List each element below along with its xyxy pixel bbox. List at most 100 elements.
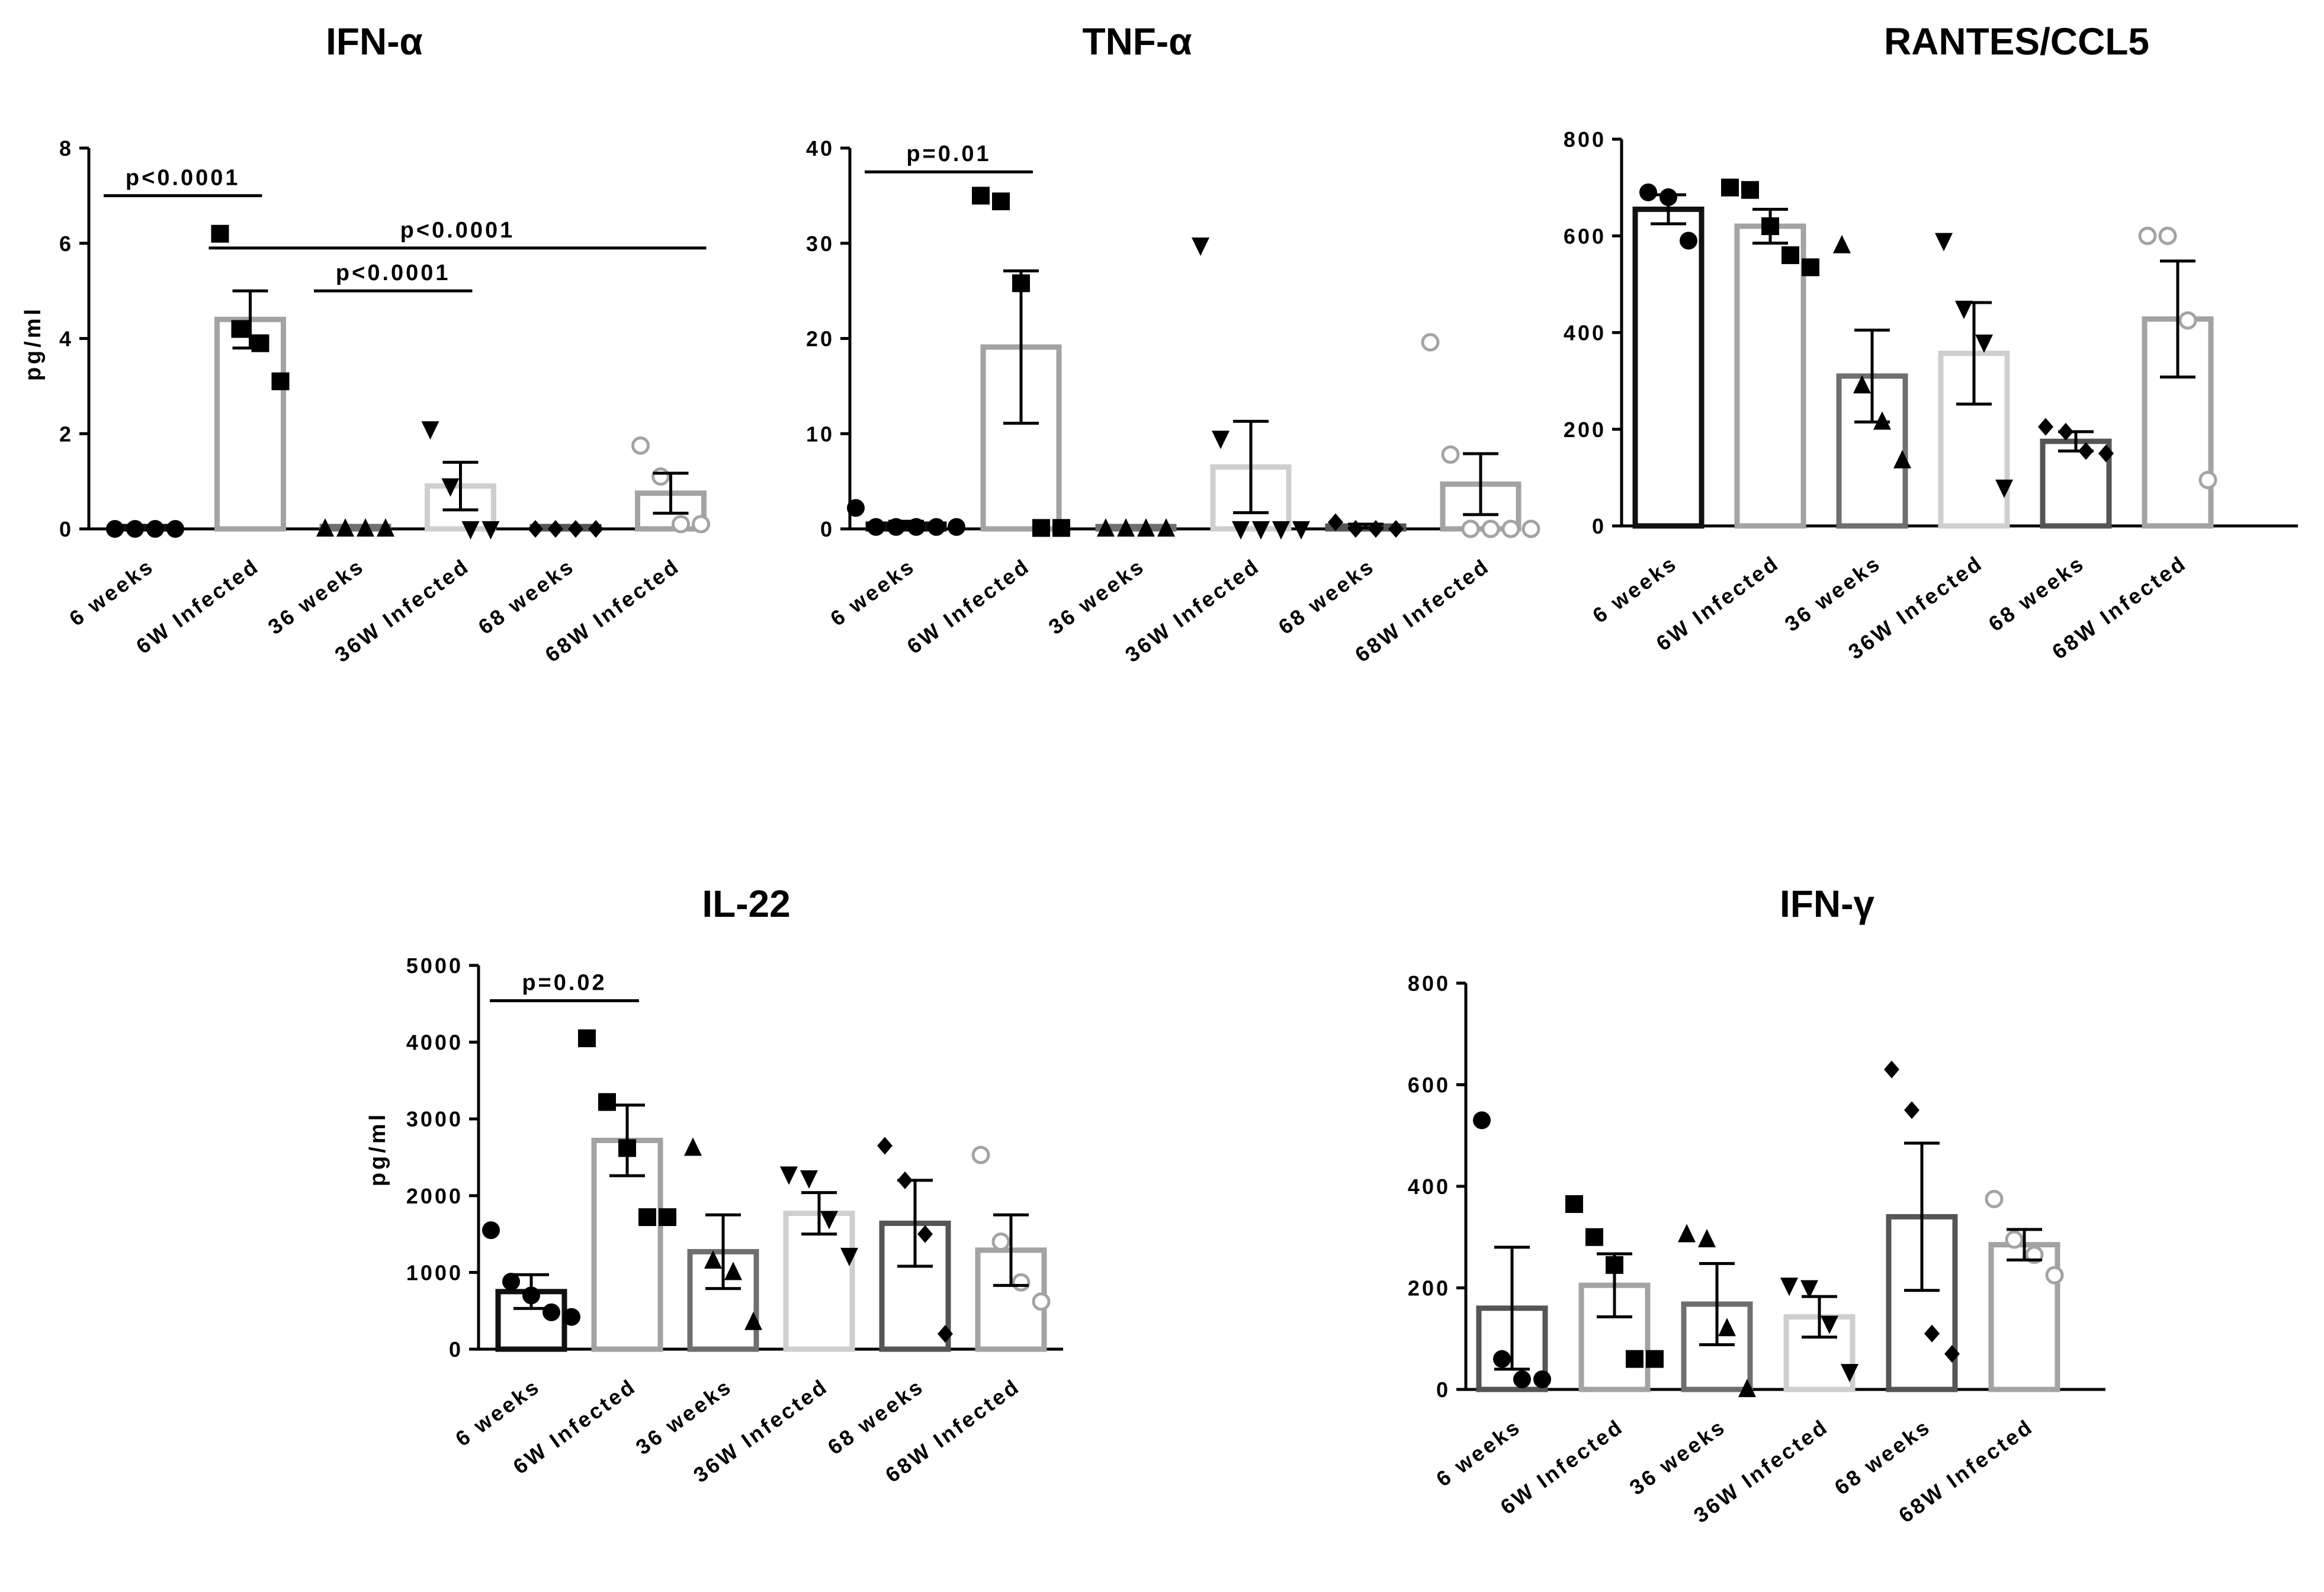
data-point	[938, 1325, 953, 1343]
data-point	[2198, 470, 2217, 489]
data-point	[543, 1303, 560, 1321]
y-tick-label: 2000	[406, 1184, 463, 1208]
data-point	[1585, 1228, 1603, 1246]
significance-label: p=0.01	[906, 142, 991, 166]
data-point	[1924, 1324, 1940, 1343]
data-point	[482, 521, 500, 540]
data-point	[991, 1232, 1010, 1251]
data-point	[126, 520, 144, 538]
data-point	[1493, 1350, 1511, 1368]
data-point	[1232, 521, 1250, 540]
data-point	[588, 520, 604, 538]
data-point	[992, 192, 1010, 211]
data-point	[1781, 246, 1799, 264]
data-point	[563, 1308, 580, 1326]
data-point	[377, 518, 394, 537]
significance-label: p<0.0001	[336, 261, 451, 285]
y-tick-label: 0	[1592, 514, 1606, 538]
data-point	[1328, 513, 1343, 531]
data-point	[927, 518, 945, 536]
data-point	[1473, 1111, 1491, 1129]
bar	[1632, 206, 1705, 529]
data-point	[1975, 334, 1993, 353]
data-point	[1032, 1292, 1051, 1311]
data-point	[502, 1272, 520, 1291]
data-point	[1955, 300, 1973, 319]
data-point	[1292, 521, 1310, 540]
y-tick-label: 4000	[406, 1031, 463, 1055]
y-tick-label: 0	[449, 1337, 463, 1362]
data-point	[820, 1211, 838, 1230]
y-tick-label: 800	[1564, 127, 1606, 152]
data-point	[1052, 519, 1070, 537]
data-point	[1853, 375, 1871, 394]
data-point	[1802, 258, 1819, 277]
data-point	[1626, 1350, 1644, 1368]
data-point	[1137, 518, 1155, 537]
y-tick-label: 600	[1408, 1073, 1450, 1097]
chart-title: IL-22	[702, 882, 790, 925]
data-point	[316, 518, 334, 537]
data-point	[211, 224, 229, 243]
bar	[214, 316, 286, 532]
data-point	[1012, 1273, 1031, 1292]
data-point	[357, 518, 374, 537]
data-point	[146, 520, 164, 538]
data-point	[2038, 418, 2053, 436]
y-tick-label: 0	[59, 517, 73, 541]
data-point	[1117, 518, 1135, 537]
data-point	[1741, 181, 1759, 199]
chart-title: TNF-α	[1082, 20, 1192, 63]
data-point	[1212, 431, 1230, 450]
y-tick-label: 0	[820, 517, 834, 541]
data-point	[1252, 521, 1270, 540]
data-point	[1780, 1278, 1798, 1296]
data-point	[638, 1208, 656, 1227]
data-point	[598, 1093, 616, 1111]
y-tick-label: 0	[1436, 1378, 1450, 1402]
significance-label: p<0.0001	[400, 218, 515, 243]
data-point	[528, 520, 543, 538]
y-tick-label: 200	[1564, 418, 1606, 442]
data-point	[2045, 1266, 2064, 1285]
data-point	[651, 467, 670, 486]
data-point	[1639, 183, 1657, 201]
data-point	[1985, 1189, 2004, 1208]
chart-title: IFN-α	[326, 20, 423, 63]
data-point	[2158, 226, 2177, 245]
data-point	[877, 1137, 893, 1155]
data-point	[548, 520, 563, 538]
data-point	[692, 515, 710, 534]
data-point	[1501, 519, 1520, 538]
data-point	[1513, 1370, 1531, 1388]
data-point	[1800, 1280, 1818, 1299]
data-point	[840, 1247, 858, 1266]
bar	[1095, 524, 1177, 532]
data-point	[1893, 450, 1911, 468]
data-point	[231, 320, 249, 338]
data-point	[1680, 232, 1697, 250]
data-point	[704, 1250, 722, 1269]
bar	[1988, 1242, 2060, 1392]
y-tick-label: 20	[806, 327, 834, 351]
data-point	[461, 521, 480, 540]
data-point	[971, 1145, 990, 1164]
data-point	[1841, 1363, 1858, 1382]
data-point	[1944, 1344, 1960, 1363]
bar	[1734, 223, 1806, 529]
data-point	[2138, 226, 2157, 245]
y-tick-label: 40	[806, 136, 834, 161]
significance-label: p<0.0001	[126, 165, 240, 190]
data-point	[166, 520, 184, 538]
data-point	[780, 1166, 798, 1185]
data-point	[1995, 479, 2013, 498]
data-point	[659, 1208, 676, 1227]
data-point	[631, 436, 650, 455]
y-tick-label: 400	[1564, 321, 1606, 345]
data-point	[672, 515, 690, 534]
y-tick-label: 4	[59, 327, 73, 351]
data-point	[1935, 233, 1953, 252]
y-axis-label: pg/ml	[365, 1112, 390, 1186]
data-point	[1521, 519, 1540, 538]
